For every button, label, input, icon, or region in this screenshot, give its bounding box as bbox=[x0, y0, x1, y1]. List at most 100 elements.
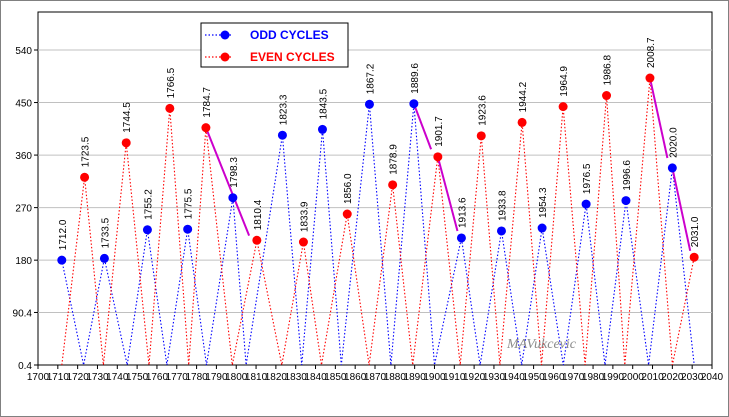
data-point-even bbox=[252, 235, 262, 245]
x-tick-label: 1880 bbox=[384, 372, 407, 383]
legend: ODD CYCLES EVEN CYCLES bbox=[200, 22, 349, 68]
data-point-even bbox=[645, 73, 655, 83]
data-point-even bbox=[80, 172, 90, 182]
y-tick-label: 90.4 bbox=[13, 308, 33, 319]
data-point-odd bbox=[409, 99, 419, 109]
trend-line bbox=[671, 167, 692, 252]
point-label: 1954.3 bbox=[538, 187, 549, 218]
x-tick-label: 2000 bbox=[622, 372, 645, 383]
point-label: 1784.7 bbox=[202, 87, 213, 118]
point-label: 1744.5 bbox=[122, 102, 133, 133]
point-label: 1964.9 bbox=[559, 66, 570, 97]
x-tick-label: 1730 bbox=[86, 372, 109, 383]
data-point-even bbox=[121, 138, 131, 148]
y-tick-label: 360 bbox=[15, 151, 32, 162]
x-tick-label: 1900 bbox=[423, 372, 446, 383]
x-tick-label: 1750 bbox=[126, 372, 149, 383]
point-label: 1944.2 bbox=[518, 81, 529, 112]
x-tick-label: 1970 bbox=[562, 372, 585, 383]
x-tick-label: 1770 bbox=[166, 372, 189, 383]
data-point-even bbox=[298, 237, 308, 247]
x-tick-label: 1760 bbox=[146, 372, 169, 383]
point-label: 1712.0 bbox=[58, 219, 69, 250]
x-tick-label: 1800 bbox=[225, 372, 248, 383]
y-axis-ticks: 0.4 90.4 180 270 360 450 540 bbox=[13, 46, 38, 372]
point-label: 1867.2 bbox=[365, 63, 376, 94]
x-tick-label: 1740 bbox=[106, 372, 129, 383]
y-tick-label: 180 bbox=[15, 256, 32, 267]
data-point-odd bbox=[277, 130, 287, 140]
x-tick-label: 1840 bbox=[304, 372, 327, 383]
grid-lines bbox=[38, 49, 712, 313]
point-label: 1766.5 bbox=[166, 67, 177, 98]
x-tick-label: 1830 bbox=[285, 372, 308, 383]
data-point-even bbox=[476, 131, 486, 141]
point-label: 1913.6 bbox=[457, 197, 468, 228]
data-point-even bbox=[558, 102, 568, 112]
data-point-odd bbox=[364, 99, 374, 109]
data-point-odd bbox=[317, 124, 327, 134]
x-tick-label: 2010 bbox=[641, 372, 664, 383]
x-tick-label: 1870 bbox=[364, 372, 387, 383]
series-markers bbox=[57, 73, 699, 265]
x-tick-label: 1980 bbox=[582, 372, 605, 383]
x-tick-label: 1700 bbox=[27, 372, 50, 383]
trend-line bbox=[648, 77, 669, 159]
data-point-odd bbox=[57, 255, 67, 265]
data-point-odd bbox=[667, 163, 677, 173]
point-label: 1755.2 bbox=[143, 189, 154, 220]
data-point-odd bbox=[621, 196, 631, 206]
x-tick-label: 2030 bbox=[681, 372, 704, 383]
point-label: 2020.0 bbox=[668, 127, 679, 158]
point-label: 1878.9 bbox=[389, 144, 400, 175]
x-tick-label: 1920 bbox=[463, 372, 486, 383]
trend-line bbox=[204, 127, 251, 237]
x-tick-label: 1990 bbox=[602, 372, 625, 383]
legend-label-even: EVEN CYCLES bbox=[250, 50, 335, 64]
x-tick-label: 1780 bbox=[185, 372, 208, 383]
data-point-odd bbox=[581, 199, 591, 209]
x-tick-label: 1720 bbox=[67, 372, 90, 383]
data-point-even bbox=[388, 180, 398, 190]
legend-label-odd: ODD CYCLES bbox=[250, 28, 329, 42]
x-tick-label: 1820 bbox=[265, 372, 288, 383]
data-point-odd bbox=[537, 223, 547, 233]
x-axis-ticks: 1700171017201730174017501760177017801790… bbox=[27, 365, 724, 383]
y-tick-label: 540 bbox=[15, 46, 32, 57]
x-tick-label: 1810 bbox=[245, 372, 268, 383]
point-label: 1810.4 bbox=[253, 199, 264, 230]
point-label: 1923.6 bbox=[477, 95, 488, 126]
x-tick-label: 1860 bbox=[344, 372, 367, 383]
point-label: 2031.0 bbox=[690, 216, 701, 247]
x-tick-label: 1850 bbox=[324, 372, 347, 383]
data-point-odd bbox=[142, 225, 152, 235]
point-label: 1901.7 bbox=[434, 116, 445, 147]
x-tick-label: 2040 bbox=[701, 372, 724, 383]
legend-marker-odd bbox=[220, 30, 230, 40]
trend-line bbox=[436, 156, 459, 232]
point-label: 1733.5 bbox=[100, 217, 111, 248]
data-point-odd bbox=[99, 253, 109, 263]
trend-line bbox=[412, 103, 433, 150]
point-label: 1823.3 bbox=[278, 94, 289, 125]
point-label: 1843.5 bbox=[319, 88, 330, 119]
trend-lines bbox=[204, 77, 692, 252]
point-label: 1933.8 bbox=[498, 190, 509, 221]
x-tick-label: 1790 bbox=[205, 372, 228, 383]
x-tick-label: 2020 bbox=[661, 372, 684, 383]
data-point-even bbox=[433, 152, 443, 162]
plot-area bbox=[37, 11, 713, 366]
point-label: 1856.0 bbox=[343, 173, 354, 204]
x-tick-label: 1960 bbox=[542, 372, 565, 383]
signature-text: MAVukcevic bbox=[506, 337, 577, 352]
data-point-odd bbox=[496, 226, 506, 236]
data-point-odd bbox=[183, 224, 193, 234]
data-point-even bbox=[517, 117, 527, 127]
data-point-odd bbox=[228, 193, 238, 203]
series-line-even bbox=[61, 77, 695, 366]
legend-marker-even bbox=[220, 52, 230, 62]
point-label: 1986.8 bbox=[603, 54, 614, 85]
point-labels: 1712.0 1723.5 1733.5 1744.5 1755.2 1766.5 1775… bbox=[58, 37, 701, 250]
